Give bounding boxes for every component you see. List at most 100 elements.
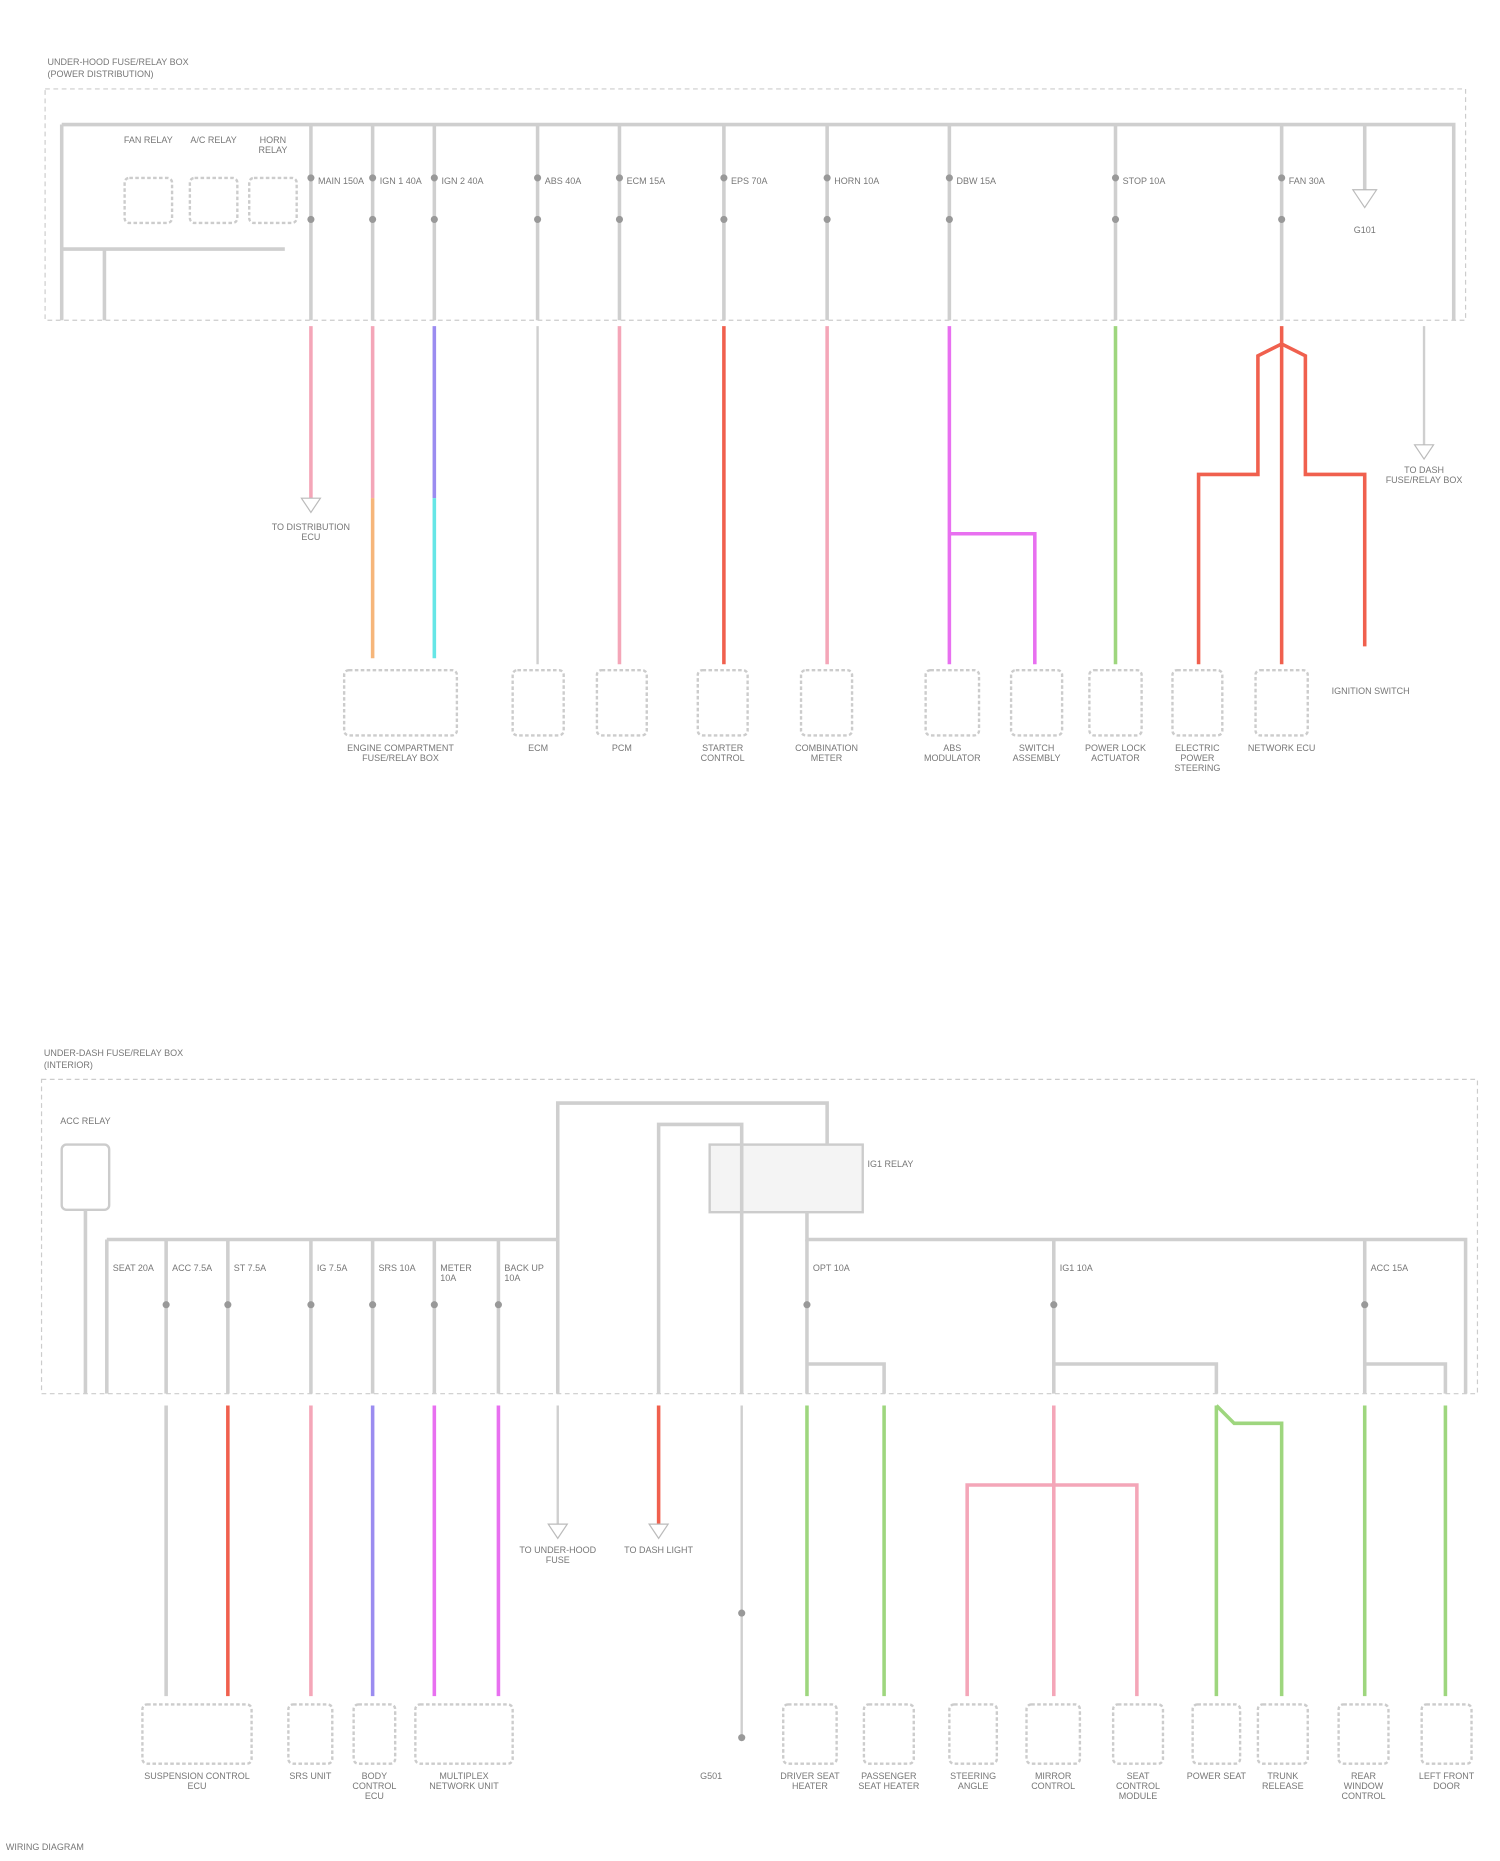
component-label: ABS MODULATOR bbox=[923, 742, 981, 763]
component-label: SUSPENSION CONTROL ECU bbox=[144, 1770, 250, 1791]
component-box bbox=[1191, 1703, 1242, 1765]
fuse-terminal bbox=[1361, 1301, 1369, 1309]
component-label: IGNITION SWITCH bbox=[1331, 685, 1410, 696]
bottom-fuse-box-frame bbox=[40, 1078, 1479, 1395]
component-label: SWITCH ASSEMBLY bbox=[1012, 742, 1061, 763]
arrow-label-bottom-2: TO DASH LIGHT bbox=[624, 1545, 694, 1556]
component-label: REAR WINDOW CONTROL bbox=[1341, 1770, 1386, 1801]
top-bus-bar bbox=[61, 122, 1456, 321]
fuse-label: DBW 15A bbox=[956, 175, 996, 186]
component-box bbox=[141, 1703, 253, 1765]
fuse-label: FAN 30A bbox=[1288, 175, 1325, 186]
fuse-label: ABS 40A bbox=[544, 175, 582, 186]
fuse-terminal bbox=[1278, 174, 1286, 182]
switch-feed bbox=[656, 1122, 744, 1394]
fuse-terminal bbox=[1278, 215, 1286, 223]
wire bbox=[949, 531, 1037, 665]
component-label: SRS UNIT bbox=[289, 1770, 332, 1781]
fuse-label: IG1 10A bbox=[1059, 1262, 1093, 1273]
component-label: LEFT FRONT DOOR bbox=[1418, 1770, 1475, 1791]
branch bbox=[806, 1362, 886, 1394]
fuse-terminal bbox=[1111, 174, 1120, 182]
fuse-terminal bbox=[162, 1301, 170, 1309]
fuse-terminal bbox=[430, 1301, 438, 1309]
component-label: POWER SEAT bbox=[1186, 1770, 1247, 1781]
component-box bbox=[1088, 668, 1143, 737]
ig1-relay-switch bbox=[708, 1143, 864, 1214]
component-box bbox=[799, 668, 854, 737]
arrow-label-bottom-1: TO UNDER-HOOD FUSE bbox=[519, 1545, 597, 1566]
component-label: SEAT CONTROL MODULE bbox=[1116, 1770, 1161, 1801]
component-label: PCM bbox=[611, 742, 632, 753]
component-box bbox=[1025, 1703, 1082, 1765]
component-box bbox=[948, 1703, 999, 1765]
fuse-label: BACK UP 10A bbox=[504, 1262, 544, 1283]
fuse-terminal bbox=[720, 174, 728, 182]
component-box bbox=[1337, 1703, 1390, 1765]
fuse-label: IGN 1 40A bbox=[379, 175, 422, 186]
bus-feed bbox=[555, 1101, 829, 1394]
fuse-terminal bbox=[1111, 215, 1120, 223]
fuse-label: METER 10A bbox=[440, 1262, 472, 1283]
wire bbox=[965, 1483, 1139, 1697]
component-label: ELECTRIC POWER STEERING bbox=[1174, 742, 1221, 773]
fuse-terminal bbox=[307, 215, 315, 223]
arrow-label-top-1: TO DISTRIBUTION ECU bbox=[271, 522, 351, 543]
fuse-terminal bbox=[823, 174, 831, 182]
fuse-label: HORN 10A bbox=[834, 175, 880, 186]
branch bbox=[1053, 1362, 1219, 1394]
fuse-label: ECM 15A bbox=[626, 175, 666, 186]
relay-label: FAN RELAY bbox=[123, 135, 173, 146]
fuse-terminal bbox=[307, 1301, 315, 1309]
fuse-terminal bbox=[720, 215, 728, 223]
component-box bbox=[287, 1703, 334, 1765]
component-box bbox=[414, 1703, 514, 1765]
relay-label: A/C RELAY bbox=[190, 135, 237, 146]
fuse-terminal bbox=[224, 1301, 232, 1309]
fuse-label: SRS 10A bbox=[378, 1262, 416, 1273]
component-label: DRIVER SEAT HEATER bbox=[780, 1770, 840, 1791]
arrow-icon bbox=[1413, 444, 1435, 461]
fuse-terminal bbox=[307, 174, 315, 182]
component-box bbox=[1420, 1703, 1473, 1765]
footer-label: WIRING DIAGRAM bbox=[5, 1841, 84, 1852]
component-label: TRUNK RELEASE bbox=[1262, 1770, 1304, 1791]
switch-label: IG1 RELAY bbox=[867, 1159, 914, 1170]
component-label: ECM bbox=[528, 742, 549, 753]
component-box bbox=[862, 1703, 915, 1765]
component-box bbox=[924, 668, 981, 737]
component-box bbox=[1009, 668, 1064, 737]
fuse-label: EPS 70A bbox=[731, 175, 768, 186]
component-label: NETWORK ECU bbox=[1247, 742, 1316, 753]
branch bbox=[1364, 1362, 1448, 1394]
fuse-terminal bbox=[615, 215, 624, 223]
fuse-terminal bbox=[369, 1301, 377, 1309]
fuse-label: ACC 15A bbox=[1370, 1262, 1409, 1273]
component-label: ENGINE COMPARTMENT FUSE/RELAY BOX bbox=[347, 742, 454, 763]
bottom-relay-label: ACC RELAY bbox=[60, 1115, 111, 1126]
component-label: MULTIPLEX NETWORK UNIT bbox=[429, 1770, 499, 1791]
wire bbox=[1215, 1404, 1284, 1697]
relay-0 bbox=[123, 176, 174, 225]
component-label: PASSENGER SEAT HEATER bbox=[858, 1770, 920, 1791]
component-box bbox=[511, 668, 565, 737]
bottom-ground-label: G501 bbox=[700, 1770, 723, 1781]
component-box bbox=[352, 1703, 397, 1765]
bottom-section-title: UNDER-DASH FUSE/RELAY BOX bbox=[43, 1047, 184, 1058]
component-box bbox=[782, 1703, 838, 1765]
fuse-terminal bbox=[534, 174, 542, 182]
fuse-terminal bbox=[494, 1301, 502, 1309]
top-section-subtitle: (POWER DISTRIBUTION) bbox=[47, 68, 154, 79]
fuse-terminal bbox=[945, 174, 953, 182]
ground-icon bbox=[1351, 189, 1378, 209]
relay-1 bbox=[188, 176, 239, 225]
fuse-label: ST 7.5A bbox=[233, 1262, 267, 1273]
fuse-terminal bbox=[803, 1301, 811, 1309]
component-box bbox=[342, 668, 459, 737]
fuse-label: STOP 10A bbox=[1122, 175, 1166, 186]
fuse-terminal bbox=[430, 174, 438, 182]
fuse-label: ACC 7.5A bbox=[172, 1262, 213, 1273]
bottom-bus-right bbox=[805, 1212, 1468, 1394]
